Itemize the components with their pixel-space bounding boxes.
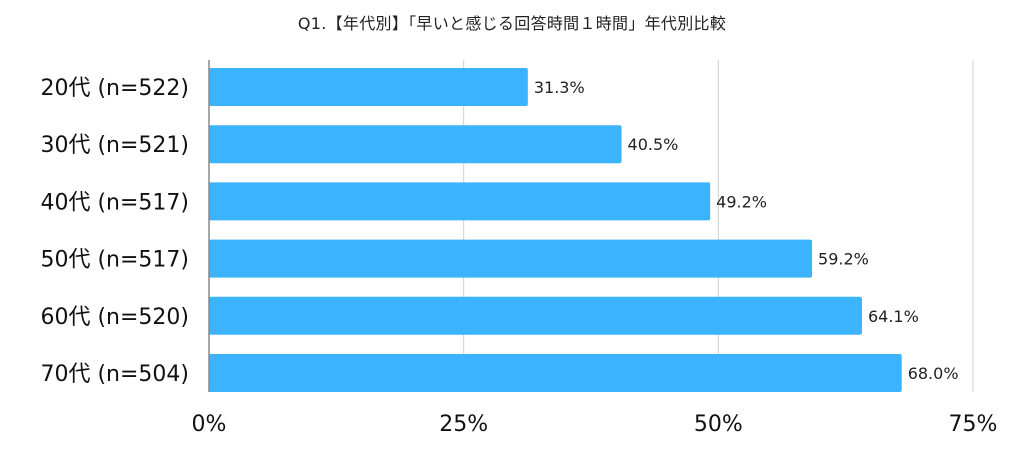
gridlines: [463, 60, 974, 392]
bar: [209, 68, 528, 106]
category-label: 50代 (n=517): [40, 248, 189, 273]
category-label: 30代 (n=521): [40, 133, 189, 158]
data-label: 31.3%: [534, 78, 585, 97]
labels: 0% 25% 50% 75% 31.3% 20代 (n=522) 40.5% 30代 (n=5…: [40, 76, 997, 437]
data-label: 40.5%: [628, 135, 679, 154]
category-label: 60代 (n=520): [40, 305, 189, 330]
x-tick-label: 25%: [439, 412, 488, 437]
data-label: 64.1%: [868, 307, 919, 326]
data-label: 49.2%: [716, 192, 767, 211]
bar: [209, 296, 862, 335]
bar: [209, 239, 813, 278]
chart-title: Q1.【年代別】「早いと感じる回答時間１時間」年代別比較: [297, 14, 727, 33]
bar: [209, 354, 902, 392]
bar: [209, 182, 711, 221]
x-tick-label: 75%: [949, 412, 998, 437]
data-label: 68.0%: [908, 364, 959, 383]
x-tick-label: 50%: [694, 412, 743, 437]
x-tick-label: 0%: [192, 412, 227, 437]
category-label: 20代 (n=522): [40, 76, 189, 101]
category-label: 40代 (n=517): [40, 190, 189, 215]
category-label: 70代 (n=504): [40, 362, 189, 387]
bar: [209, 125, 622, 164]
data-label: 59.2%: [818, 250, 869, 269]
bars: [209, 68, 902, 392]
